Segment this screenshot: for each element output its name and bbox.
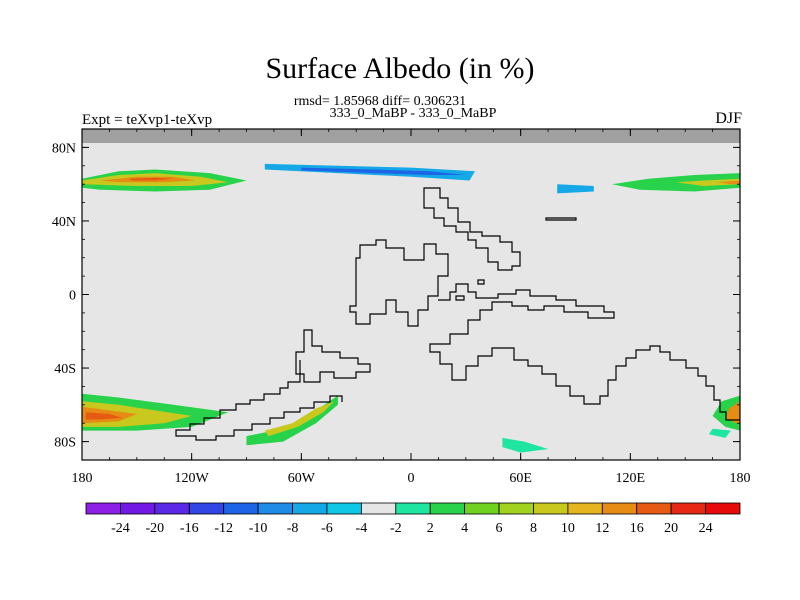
anomaly-south-america-core [264, 401, 335, 437]
coastline-antarctic-peninsula [175, 360, 343, 441]
y-tick-label: 40S [54, 362, 76, 377]
colorbar-label: 24 [699, 521, 713, 536]
colorbar-label: -12 [214, 521, 233, 536]
coastlines [175, 187, 740, 441]
colorbar-label: -4 [356, 521, 368, 536]
colorbar-label: -20 [146, 521, 165, 536]
colorbar-swatch [601, 502, 638, 515]
x-tick-label: 60W [288, 471, 316, 486]
colorbar-label: -2 [390, 521, 402, 536]
colorbar-swatch [464, 502, 500, 515]
season-label: DJF [715, 110, 742, 127]
colorbar-swatch [567, 502, 603, 515]
colorbar-swatch [429, 502, 466, 515]
anomaly-south-east-small [708, 428, 731, 438]
anomaly-regions [82, 163, 740, 453]
colorbar-swatch [498, 502, 534, 515]
colorbar-swatch [533, 502, 569, 515]
colorbar-swatch [188, 502, 225, 515]
coastline-pangaea-south [429, 283, 740, 421]
colorbar-label: -24 [111, 521, 130, 536]
colorbar-label: 2 [427, 521, 434, 536]
coastline-small-island-3 [455, 295, 465, 301]
colorbar-swatch [395, 502, 431, 515]
colorbar-swatch [154, 502, 190, 515]
page-title: Surface Albedo (in %) [265, 52, 535, 85]
map-axes: 180 120W 60W 0 60E 120E 180 80N 40N 0 40S 80S [52, 129, 751, 486]
x-tick-label: 180 [72, 471, 93, 486]
y-tick-label: 80S [54, 436, 76, 451]
colorbar-label: 8 [530, 521, 537, 536]
colorbar-label: 12 [595, 521, 609, 536]
colorbar-swatch [670, 502, 706, 515]
colorbar-label: 4 [461, 521, 468, 536]
anomaly-north-east-core [676, 178, 740, 186]
colorbar-label: -10 [249, 521, 268, 536]
rmsd-diff-stats: rmsd= 1.85968 diff= 0.306231 [293, 94, 467, 109]
colorbar-swatch [85, 502, 121, 515]
colorbar-label: 10 [561, 521, 575, 536]
colorbar-swatch [257, 502, 293, 515]
anomaly-antarctic-small [502, 437, 549, 453]
colorbar-swatch [120, 502, 156, 515]
experiment-label: Expt = teXvp1-teXvp [82, 112, 213, 128]
y-tick-label: 80N [52, 141, 76, 156]
anomaly-north-pacific-core-3 [127, 177, 174, 181]
anomaly-north-blue-core [301, 167, 466, 175]
colorbar-swatch [705, 502, 741, 515]
colorbar-label: 6 [496, 521, 503, 536]
coastline-small-island-1 [545, 217, 577, 221]
y-tick-label: 40N [52, 215, 76, 230]
x-tick-label: 180 [730, 471, 751, 486]
x-tick-label: 120W [175, 471, 210, 486]
colorbar-label: -16 [180, 521, 199, 536]
colorbar-label: 20 [664, 521, 678, 536]
colorbar-swatch [636, 502, 672, 515]
anomaly-north-blue-2 [557, 184, 594, 194]
x-tick-label: 0 [408, 471, 415, 486]
colorbar-swatch [360, 502, 397, 515]
anomaly-north-east-core-2 [718, 180, 740, 185]
x-tick-label: 120E [616, 471, 646, 486]
colorbar-swatch [326, 502, 362, 515]
coastline-antarctic-arm [295, 329, 371, 383]
coastline-northern-continent [423, 187, 521, 271]
colorbar-swatch [292, 502, 328, 515]
coastline-small-island-2 [477, 279, 485, 285]
colorbar-label: -6 [321, 521, 333, 536]
colorbar-swatch [223, 502, 259, 515]
colorbar-label: -8 [287, 521, 299, 536]
colorbar: -24 -20 -16 -12 -10 -8 -6 -4 -2 2 4 6 8 10 12 16 20 24 [85, 502, 741, 536]
anomaly-south-west-core-3 [85, 412, 123, 420]
period-label: 333_0_MaBP - 333_0_MaBP [329, 106, 497, 121]
x-tick-label: 60E [509, 471, 532, 486]
coastline-pangaea-west [349, 239, 449, 327]
anomaly-south-east-core [725, 401, 740, 424]
y-tick-label: 0 [69, 289, 76, 304]
colorbar-label: 16 [630, 521, 644, 536]
